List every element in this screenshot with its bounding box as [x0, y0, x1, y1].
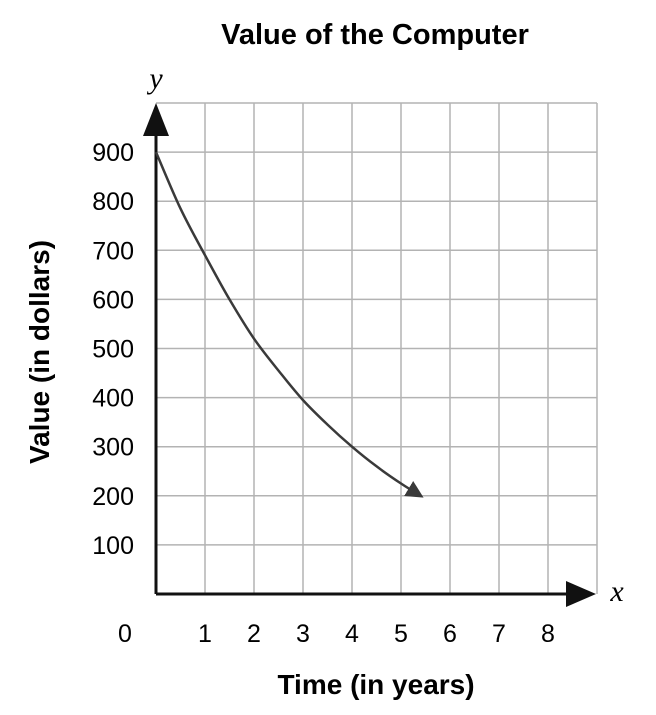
series-line — [154, 151, 424, 498]
y-axis-variable: y — [146, 62, 163, 95]
x-tick-label: 8 — [541, 620, 555, 648]
x-tick-label: 2 — [247, 620, 261, 648]
grid — [156, 102, 598, 594]
axes — [143, 103, 596, 607]
y-axis-title: Value (in dollars) — [24, 240, 55, 464]
x-tick-label: 7 — [492, 620, 506, 648]
y-axis-arrow — [143, 103, 169, 136]
x-axis-arrow — [566, 581, 596, 607]
x-tick-labels: 0 1 2 3 4 5 6 7 8 — [118, 620, 555, 648]
series-group — [154, 151, 424, 498]
x-tick-label: 5 — [394, 620, 408, 648]
x-tick-label: 6 — [443, 620, 457, 648]
x-tick-label: 0 — [118, 620, 132, 648]
y-tick-label: 600 — [92, 286, 134, 314]
y-tick-label: 500 — [92, 336, 134, 364]
x-axis-title: Time (in years) — [277, 669, 474, 700]
y-tick-label: 900 — [92, 139, 134, 167]
y-tick-label: 800 — [92, 188, 134, 216]
y-tick-labels: 100 200 300 400 500 600 700 800 900 — [92, 139, 134, 560]
y-tick-label: 100 — [92, 532, 134, 560]
x-tick-label: 4 — [345, 620, 359, 648]
y-tick-label: 700 — [92, 237, 134, 265]
x-tick-label: 3 — [296, 620, 310, 648]
y-tick-label: 200 — [92, 483, 134, 511]
y-tick-label: 300 — [92, 434, 134, 462]
x-tick-label: 1 — [198, 620, 212, 648]
chart-title: Value of the Computer — [221, 19, 529, 51]
x-axis-variable: x — [609, 575, 624, 608]
y-tick-label: 400 — [92, 385, 134, 413]
